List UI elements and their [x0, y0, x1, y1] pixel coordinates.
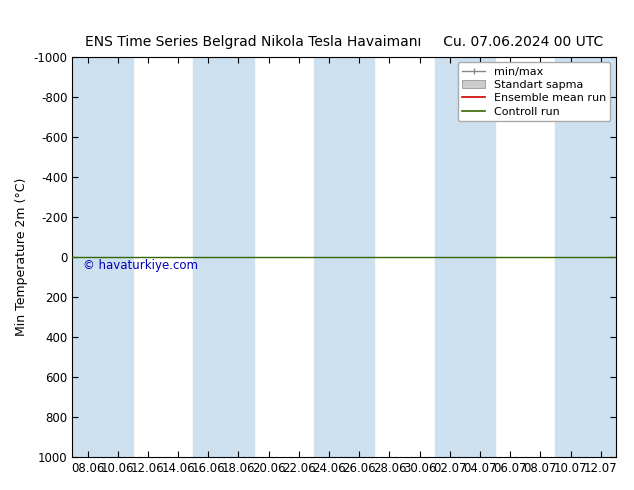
Bar	[314, 57, 344, 457]
Bar	[586, 57, 616, 457]
Bar	[103, 57, 133, 457]
Legend: min/max, Standart sapma, Ensemble mean run, Controll run: min/max, Standart sapma, Ensemble mean r…	[458, 62, 611, 121]
Text: © havaturkiye.com: © havaturkiye.com	[83, 259, 198, 272]
Bar	[223, 57, 254, 457]
Bar	[72, 57, 103, 457]
Bar	[465, 57, 495, 457]
Y-axis label: Min Temperature 2m (°C): Min Temperature 2m (°C)	[15, 178, 28, 336]
Bar	[435, 57, 465, 457]
Title: ENS Time Series Belgrad Nikola Tesla Havaimanı     Cu. 07.06.2024 00 UTC: ENS Time Series Belgrad Nikola Tesla Hav…	[85, 35, 604, 49]
Bar	[344, 57, 374, 457]
Bar	[193, 57, 223, 457]
Bar	[555, 57, 586, 457]
